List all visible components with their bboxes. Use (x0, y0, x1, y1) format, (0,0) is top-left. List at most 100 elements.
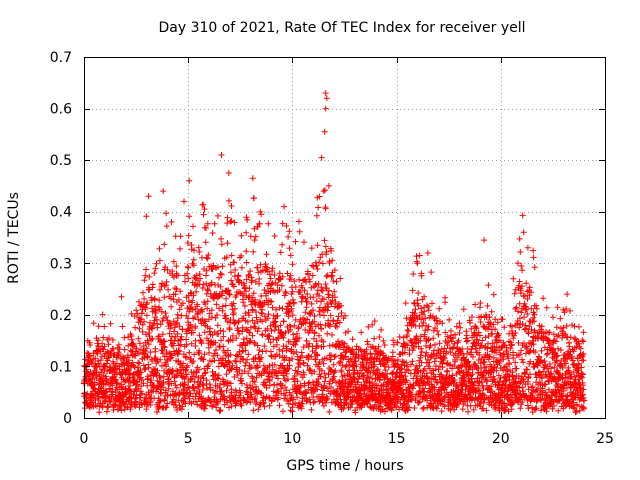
data-point (230, 310, 237, 316)
data-point (203, 385, 210, 392)
data-point (264, 315, 271, 322)
data-point (136, 340, 143, 347)
data-point (300, 360, 307, 367)
data-point (284, 345, 290, 352)
data-point (199, 285, 206, 291)
data-point (325, 304, 332, 310)
data-point (403, 315, 410, 322)
data-point (199, 254, 205, 261)
data-point (174, 319, 181, 326)
data-point (241, 303, 248, 309)
data-point (121, 334, 128, 341)
data-point (255, 351, 262, 358)
data-point (226, 290, 233, 297)
data-point (477, 300, 484, 306)
data-point (488, 308, 495, 315)
data-point (301, 287, 308, 294)
data-point (279, 241, 286, 248)
data-point (320, 360, 327, 367)
data-point (235, 272, 242, 279)
data-point (184, 389, 191, 396)
data-point (200, 356, 207, 363)
data-point (308, 353, 315, 360)
data-point (550, 314, 556, 321)
data-point (145, 375, 152, 382)
data-point (323, 355, 330, 361)
data-point (142, 306, 149, 312)
data-point (266, 402, 273, 409)
data-point (376, 334, 383, 340)
data-point (284, 270, 291, 277)
data-point (209, 230, 216, 236)
data-point (340, 354, 346, 361)
data-point (164, 317, 171, 324)
data-point (268, 352, 274, 359)
data-point (314, 352, 321, 359)
data-point (227, 380, 234, 387)
data-point (115, 341, 122, 348)
data-point (183, 354, 190, 361)
data-point (161, 241, 168, 248)
data-point (129, 374, 136, 381)
data-point (133, 392, 140, 399)
data-point (276, 270, 283, 277)
data-point (136, 350, 142, 357)
data-point (321, 378, 328, 385)
data-point (306, 328, 313, 334)
data-point (254, 264, 261, 271)
data-point (244, 318, 251, 325)
data-point (121, 346, 128, 353)
data-point (248, 364, 255, 371)
data-point (140, 362, 147, 369)
data-point (168, 303, 175, 310)
data-point (190, 292, 197, 299)
data-point (226, 360, 233, 366)
data-point (219, 288, 226, 295)
data-point (314, 386, 321, 393)
data-point (318, 287, 325, 293)
data-point (257, 356, 263, 363)
data-point (531, 264, 538, 271)
data-point (225, 287, 232, 294)
data-point (242, 362, 249, 369)
data-point (249, 306, 256, 313)
data-point (215, 363, 222, 370)
data-point (199, 386, 206, 393)
data-point (174, 330, 181, 337)
data-point (255, 269, 262, 276)
data-point (218, 241, 225, 248)
data-point (424, 250, 431, 256)
data-point (171, 324, 178, 331)
data-point (411, 405, 418, 411)
data-point (213, 301, 220, 308)
data-point (129, 340, 136, 347)
data-point (101, 343, 108, 350)
data-point (564, 291, 571, 298)
data-point (258, 354, 265, 361)
data-point (381, 408, 388, 415)
data-point (247, 337, 254, 344)
data-point (109, 337, 116, 343)
data-point (242, 310, 249, 317)
data-point (92, 372, 99, 379)
data-point (163, 223, 170, 230)
data-point (269, 374, 276, 381)
data-point (167, 325, 174, 332)
data-point (176, 323, 183, 330)
data-point (363, 346, 370, 353)
data-point (374, 366, 381, 373)
data-point (318, 325, 325, 332)
data-point (149, 335, 156, 342)
data-point (197, 275, 204, 282)
data-point (205, 362, 212, 369)
data-point (347, 404, 354, 411)
data-point (385, 364, 392, 371)
data-point (216, 408, 223, 415)
data-point (253, 314, 260, 321)
data-point (540, 295, 547, 302)
data-point (343, 362, 350, 369)
data-point (465, 408, 471, 415)
data-point (268, 327, 275, 334)
data-point (180, 360, 187, 367)
data-point (196, 366, 202, 373)
